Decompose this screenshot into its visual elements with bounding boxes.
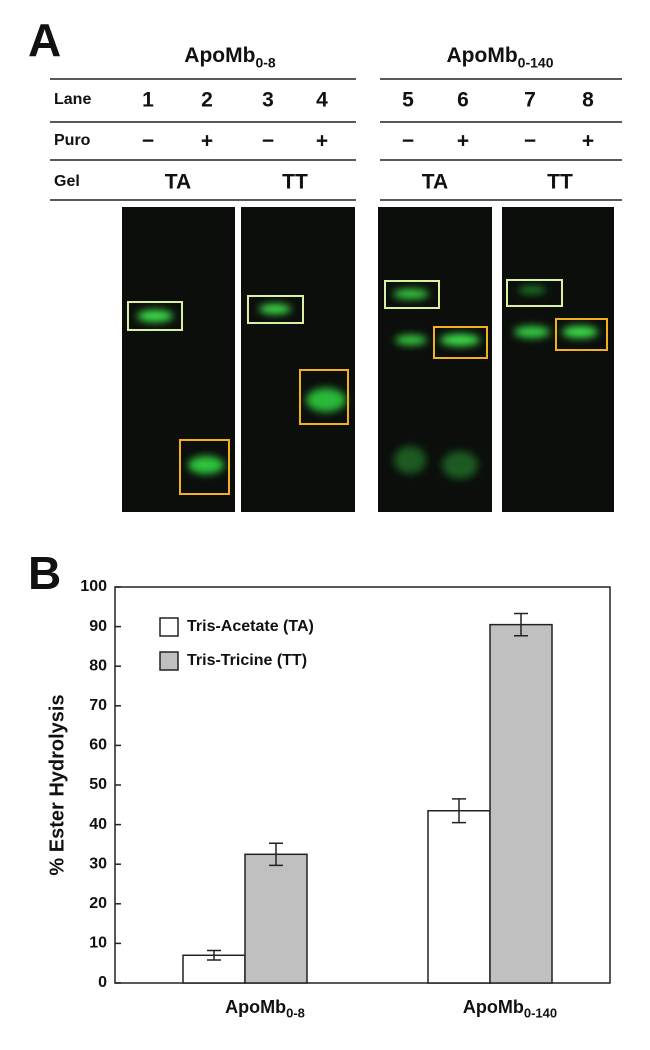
lane-number: 3 [262,89,274,112]
legend-swatch [159,651,179,671]
gel-type: TT [282,171,308,194]
lane-number: 1 [142,89,154,112]
lane-number: 2 [201,89,213,112]
puro-sign: − [524,130,536,153]
puro-sign: − [142,130,154,153]
y-tick-label: 60 [89,737,107,754]
group-header: ApoMb0-140 [447,44,554,71]
puro-sign: + [457,130,469,153]
y-tick-label: 70 [89,697,107,714]
table-lines [50,78,622,201]
y-tick-label: 20 [89,895,107,912]
gel-type: TT [547,171,573,194]
lane-number: 8 [582,89,594,112]
y-tick-label: 100 [80,578,107,595]
row-label: Gel [54,173,80,190]
y-tick-label: 40 [89,816,107,833]
bar [489,623,553,984]
bar [427,809,491,984]
y-tick-label: 0 [98,974,107,991]
bar [244,853,308,984]
lane-number: 4 [316,89,328,112]
group-header-subscript: 0-140 [518,54,554,70]
y-tick-label: 80 [89,657,107,674]
y-tick-label: 30 [89,855,107,872]
error-bar [514,612,528,637]
row-label: Lane [54,91,91,108]
legend-label: Tris-Acetate (TA) [187,618,314,635]
gel-type: TA [165,171,191,194]
error-bar [207,949,221,961]
y-tick-label: 10 [89,935,107,952]
lane-number: 5 [402,89,414,112]
row-label: Puro [54,132,91,149]
puro-sign: + [316,130,328,153]
puro-sign: + [582,130,594,153]
lane-number: 6 [457,89,469,112]
group-header-base: ApoMb [447,44,518,67]
y-axis-label: % Ester Hydrolysis [46,694,68,875]
x-tick-label: ApoMb0-8 [225,997,305,1021]
x-tick-label: ApoMb0-140 [463,997,557,1021]
legend-swatch [159,617,179,637]
puro-sign: − [262,130,274,153]
legend-label: Tris-Tricine (TT) [187,652,307,669]
x-tick-label-subscript: 0-8 [286,1006,305,1021]
gel-images [122,207,614,512]
lane-number: 7 [524,89,536,112]
group-header: ApoMb0-8 [184,44,276,71]
error-bar [269,842,283,867]
y-tick-label: 50 [89,776,107,793]
error-bar [452,798,466,824]
panel-label: A [28,14,61,66]
puro-sign: − [402,130,414,153]
panel-label: B [28,547,61,599]
x-tick-label-subscript: 0-140 [524,1006,557,1021]
group-header-base: ApoMb [184,44,255,67]
puro-sign: + [201,130,213,153]
y-tick-label: 90 [89,618,107,635]
x-tick-label-base: ApoMb [225,997,286,1017]
gel-type: TA [422,171,448,194]
group-header-subscript: 0-8 [255,54,275,70]
x-tick-label-base: ApoMb [463,997,524,1017]
